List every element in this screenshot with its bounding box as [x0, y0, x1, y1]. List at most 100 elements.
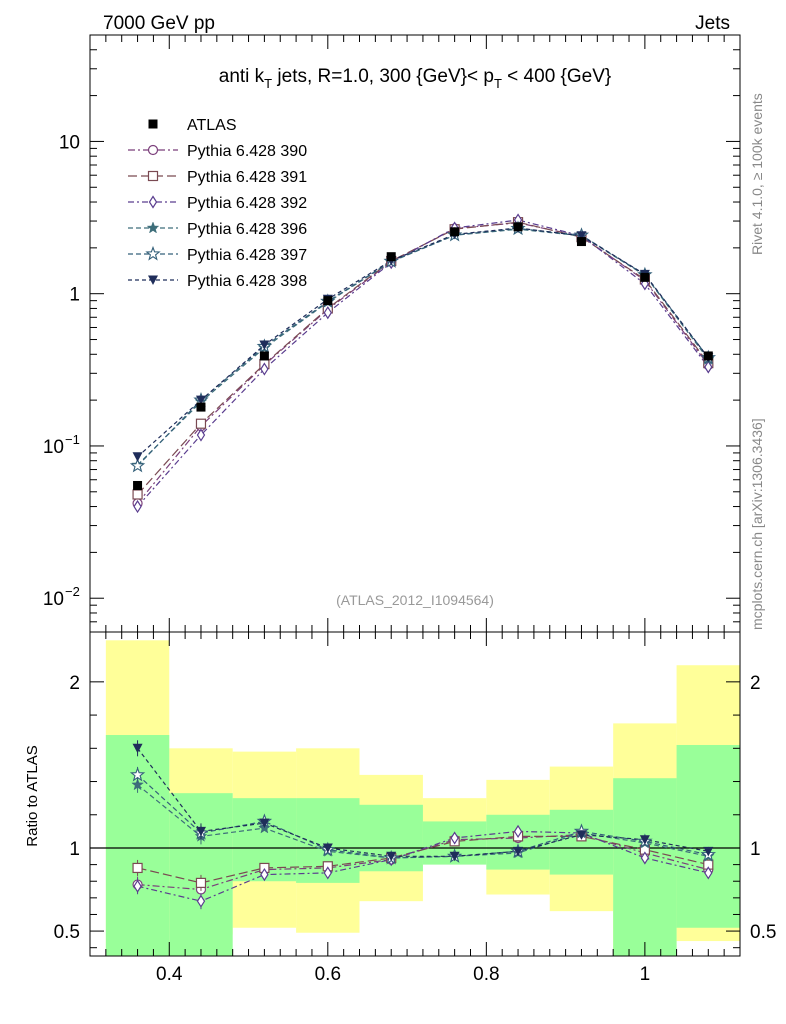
legend-label-397: Pythia 6.428 397 — [187, 247, 307, 264]
green-band-bin — [613, 778, 677, 956]
y-tick-label: 10 — [43, 437, 64, 458]
uncertainty-bands — [90, 640, 740, 956]
legend-label-atlas: ATLAS — [187, 117, 237, 134]
ratio-point-391 — [132, 862, 143, 874]
analysis-tag: (ATLAS_2012_I1094564) — [336, 592, 494, 608]
ratio-axis-ticks: 0.5 0.5 1 1 2 2 0.4 0.6 0.8 1 — [54, 632, 776, 985]
ratio-panel: 0.5 0.5 1 1 2 2 0.4 0.6 0.8 1 — [54, 631, 776, 985]
ratio-point-398 — [322, 843, 333, 853]
green-band-bin — [169, 793, 233, 956]
series-point-398 — [195, 395, 206, 406]
legend-label-391: Pythia 6.428 391 — [187, 169, 307, 186]
ratio-y-tick-label-left: 0.5 — [54, 922, 80, 943]
ratio-point-396 — [131, 778, 144, 791]
atlas-data-point — [576, 237, 586, 247]
ratio-line-398 — [137, 747, 709, 857]
ratio-point-398 — [132, 743, 143, 754]
ratio-line-392 — [137, 830, 709, 902]
ratio-point-392 — [260, 867, 269, 882]
ratio-point-392 — [640, 851, 650, 865]
rivet-version-label: Rivet 4.1.0, ≥ 100k events — [749, 93, 765, 255]
series-point-397 — [129, 457, 146, 473]
y-tick-label: 1 — [69, 285, 80, 306]
series-point-391 — [195, 418, 207, 429]
atlas-data-point — [259, 351, 269, 361]
atlas-data-point — [450, 227, 460, 237]
legend-marker-390 — [147, 144, 159, 156]
ratio-line-391 — [137, 835, 709, 884]
series-point-398 — [576, 231, 587, 241]
ratio-point-398 — [195, 826, 206, 837]
source-label: mcplots.cern.ch [arXiv:1306.3436] — [749, 418, 765, 630]
ratio-curves — [129, 740, 717, 910]
ratio-point-392 — [450, 831, 459, 845]
legend-marker-392 — [148, 195, 158, 209]
series-line-390 — [137, 222, 709, 504]
series-line-392 — [137, 219, 709, 507]
atlas-data-point — [133, 480, 143, 490]
atlas-data-point — [323, 296, 333, 306]
ratio-point-398 — [386, 851, 397, 862]
ratio-point-398 — [449, 851, 460, 862]
series-line-398 — [137, 227, 709, 458]
ratio-point-392 — [133, 879, 142, 893]
ratio-point-397 — [129, 766, 146, 782]
ratio-point-392 — [513, 824, 523, 839]
legend-label-398: Pythia 6.428 398 — [187, 273, 307, 290]
legend-marker-391 — [147, 170, 159, 182]
ratio-y-tick-label-right: 0.5 — [750, 922, 776, 943]
series-point-392 — [133, 499, 142, 514]
series-point-392 — [323, 306, 333, 320]
legend: ATLAS Pythia 6.428 390 Pythia 6.428 391 Pyt… — [128, 117, 307, 290]
y-tick-label: 10 — [43, 589, 64, 610]
series-point-398 — [132, 452, 143, 462]
ratio-y-tick-label-right: 2 — [750, 673, 761, 694]
header-right: Jets — [695, 13, 730, 34]
series-point-398 — [259, 340, 270, 351]
series-point-391 — [132, 489, 143, 500]
ratio-y-tick-label-right: 1 — [750, 839, 761, 860]
legend-label-392: Pythia 6.428 392 — [187, 195, 307, 212]
ratio-point-398 — [513, 846, 524, 857]
atlas-data-point — [703, 351, 713, 361]
y-tick-label: 10 — [59, 132, 80, 153]
y-tick-exponent: −1 — [65, 432, 80, 447]
x-tick-label: 0.8 — [473, 964, 499, 985]
ratio-ylabel: Ratio to ATLAS — [24, 745, 41, 846]
atlas-data-point — [513, 222, 523, 232]
header-left: 7000 GeV pp — [103, 13, 215, 34]
legend-marker-397 — [145, 245, 161, 261]
x-tick-label: 0.6 — [315, 964, 341, 985]
series-point-392 — [704, 360, 713, 374]
y-tick-exponent: −2 — [65, 584, 80, 599]
ratio-y-tick-label-left: 1 — [69, 839, 80, 860]
series-point-392 — [260, 362, 269, 376]
atlas-data-point — [640, 272, 650, 282]
ratio-point-392 — [704, 866, 713, 880]
ratio-line-397 — [137, 774, 709, 859]
ratio-point-392 — [196, 894, 206, 908]
main-curves — [129, 213, 717, 514]
ratio-y-tick-label-left: 2 — [69, 673, 80, 694]
legend-label-396: Pythia 6.428 396 — [187, 221, 307, 238]
chart-title: anti kT jets, R=1.0, 300 {GeV}< pT < 400… — [219, 66, 612, 91]
ratio-point-398 — [259, 818, 270, 829]
legend-marker-398 — [148, 275, 158, 285]
ratio-point-398 — [639, 835, 650, 845]
legend-marker-atlas — [148, 119, 158, 129]
ratio-point-398 — [576, 830, 587, 840]
green-band-bin — [676, 744, 740, 928]
legend-marker-396 — [146, 221, 160, 234]
ratio-frame — [89, 631, 741, 957]
x-tick-label: 0.4 — [156, 964, 183, 985]
legend-label-390: Pythia 6.428 390 — [187, 143, 307, 160]
series-point-392 — [196, 428, 206, 442]
green-band-bin — [549, 809, 614, 875]
x-tick-label: 1 — [640, 964, 651, 985]
ratio-point-392 — [323, 866, 333, 880]
atlas-data-point — [386, 252, 396, 262]
ratio-point-391 — [195, 877, 207, 888]
